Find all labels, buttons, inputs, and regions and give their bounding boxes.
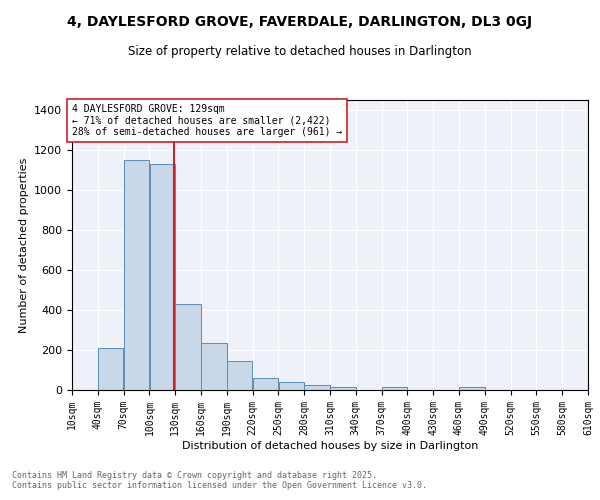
Text: Contains HM Land Registry data © Crown copyright and database right 2025.
Contai: Contains HM Land Registry data © Crown c… <box>12 470 427 490</box>
Text: Size of property relative to detached houses in Darlington: Size of property relative to detached ho… <box>128 45 472 58</box>
Text: 4 DAYLESFORD GROVE: 129sqm
← 71% of detached houses are smaller (2,422)
28% of s: 4 DAYLESFORD GROVE: 129sqm ← 71% of deta… <box>72 104 342 137</box>
Bar <box>227 361 253 390</box>
Y-axis label: Number of detached properties: Number of detached properties <box>19 158 29 332</box>
Bar <box>304 385 330 390</box>
Bar <box>201 343 227 390</box>
Bar <box>459 387 485 390</box>
X-axis label: Distribution of detached houses by size in Darlington: Distribution of detached houses by size … <box>182 440 478 450</box>
Bar <box>330 387 356 390</box>
Text: 4, DAYLESFORD GROVE, FAVERDALE, DARLINGTON, DL3 0GJ: 4, DAYLESFORD GROVE, FAVERDALE, DARLINGT… <box>67 15 533 29</box>
Bar <box>124 160 149 390</box>
Bar <box>253 378 278 390</box>
Bar <box>175 304 201 390</box>
Bar <box>98 348 124 390</box>
Bar <box>278 382 304 390</box>
Bar <box>382 387 407 390</box>
Bar <box>149 164 175 390</box>
